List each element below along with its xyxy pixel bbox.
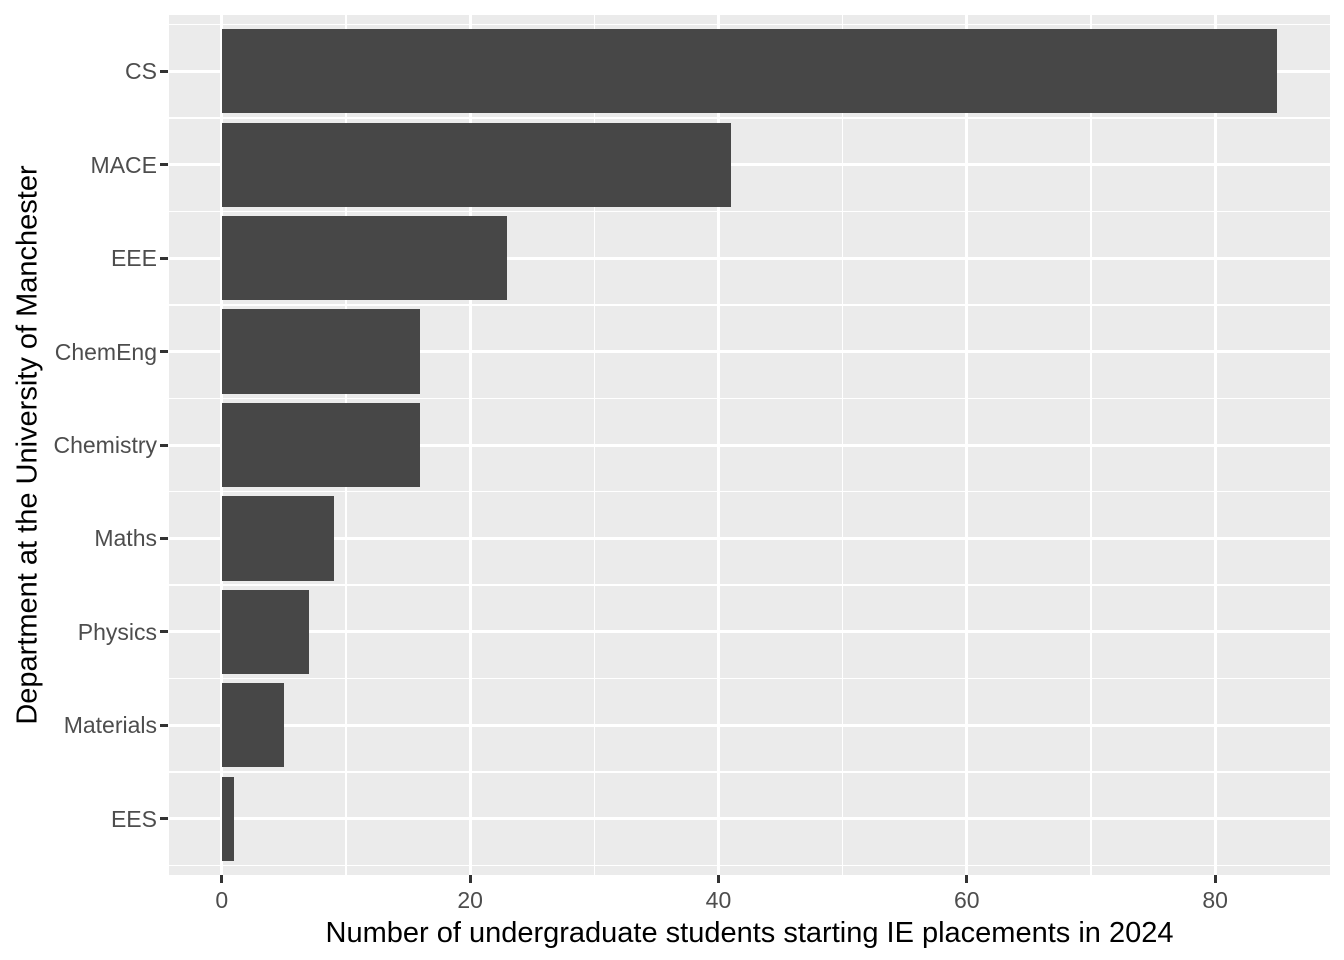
y-tick-label-materials: Materials (63, 712, 157, 739)
bar-chemistry (221, 402, 421, 488)
y-tick-mark (160, 163, 168, 167)
x-tick-label-40: 40 (705, 887, 732, 913)
y-tick-label-chemeng: ChemEng (54, 338, 157, 365)
gridline-minor-y (169, 584, 1330, 586)
x-tick-mark (716, 875, 720, 883)
y-tick-mark (160, 256, 168, 260)
y-tick-label-mace: MACE (90, 151, 157, 178)
gridline-major-y (169, 536, 1330, 540)
x-tick-mark (468, 875, 472, 883)
y-tick-label-physics: Physics (77, 618, 157, 645)
gridline-major-y (169, 630, 1330, 634)
y-tick-label-chemistry: Chemistry (53, 432, 157, 458)
y-tick-label-ees: EES (110, 805, 157, 832)
bar-physics (221, 589, 309, 675)
gridline-major-y (169, 163, 1330, 167)
x-tick-mark (220, 875, 224, 883)
gridline-major-y (169, 723, 1330, 727)
x-tick-label-0: 0 (215, 887, 229, 913)
bar-eee (221, 215, 508, 301)
gridline-minor-y (169, 864, 1330, 867)
plot-panel (169, 15, 1330, 875)
bar-cs (221, 29, 1278, 114)
y-tick-mark (160, 630, 168, 634)
y-tick-mark (160, 350, 168, 354)
x-tick-label-80: 80 (1202, 887, 1228, 913)
x-tick-label-60: 60 (954, 887, 980, 913)
x-tick-mark (965, 875, 969, 883)
gridline-minor-y (169, 210, 1330, 213)
y-tick-mark (160, 536, 168, 540)
bar-mace (221, 122, 731, 207)
y-tick-label-cs: CS (125, 58, 157, 85)
gridline-major-y (169, 256, 1330, 260)
bar-maths (221, 496, 334, 581)
gridline-minor-y (169, 117, 1330, 119)
y-tick-mark (160, 443, 168, 447)
y-tick-mark (160, 817, 168, 821)
gridline-minor-y (169, 771, 1330, 773)
x-axis-title: Number of undergraduate students startin… (325, 917, 1174, 949)
y-tick-mark (160, 723, 168, 727)
gridline-minor-y (169, 304, 1330, 306)
gridline-major-y (169, 817, 1330, 821)
gridline-minor-y (169, 677, 1330, 680)
bar-materials (221, 683, 284, 768)
gridline-major-y (169, 443, 1330, 447)
gridline-minor-y (169, 397, 1330, 399)
gridline-minor-y (169, 23, 1330, 26)
y-tick-label-maths: Maths (94, 525, 157, 552)
y-tick-label-eee: EEE (110, 245, 157, 272)
y-tick-mark (160, 69, 168, 73)
gridline-minor-y (169, 490, 1330, 493)
bar-ees (221, 776, 235, 861)
x-tick-mark (1213, 875, 1217, 883)
bar-chemeng (221, 309, 421, 394)
x-tick-label-20: 20 (457, 887, 483, 913)
y-axis-title: Department at the University of Manchest… (11, 165, 44, 725)
gridline-major-y (169, 350, 1330, 354)
